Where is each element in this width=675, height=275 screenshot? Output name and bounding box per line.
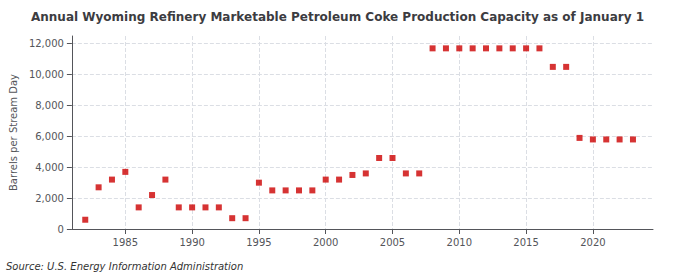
- svg-text:2,000: 2,000: [35, 193, 64, 204]
- svg-text:6,000: 6,000: [35, 131, 64, 142]
- svg-text:Barrels per Stream Day: Barrels per Stream Day: [8, 74, 19, 191]
- svg-text:2010: 2010: [447, 237, 472, 248]
- svg-text:2020: 2020: [580, 237, 605, 248]
- svg-text:0: 0: [58, 224, 64, 235]
- svg-text:1985: 1985: [113, 237, 138, 248]
- svg-text:1995: 1995: [246, 237, 271, 248]
- svg-text:8,000: 8,000: [35, 100, 64, 111]
- svg-text:2000: 2000: [313, 237, 338, 248]
- svg-text:4,000: 4,000: [35, 162, 64, 173]
- svg-text:2005: 2005: [380, 237, 405, 248]
- svg-text:Source: U.S. Energy Informatio: Source: U.S. Energy Information Administ…: [6, 261, 243, 272]
- svg-text:2015: 2015: [513, 237, 538, 248]
- svg-text:12,000: 12,000: [29, 38, 64, 49]
- svg-text:10,000: 10,000: [29, 69, 64, 80]
- svg-text:Annual Wyoming Refinery Market: Annual Wyoming Refinery Marketable Petro…: [31, 10, 644, 24]
- svg-text:1990: 1990: [179, 237, 204, 248]
